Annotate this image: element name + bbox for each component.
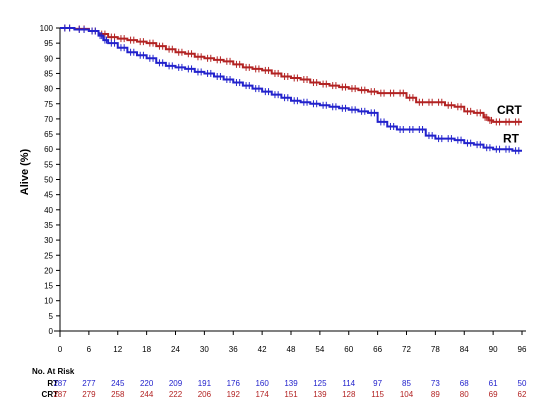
y-tick-label: 40 xyxy=(44,206,53,215)
y-tick-label: 10 xyxy=(44,297,53,306)
risk-value: 220 xyxy=(140,379,154,388)
x-tick-label: 96 xyxy=(518,345,527,354)
x-tick-label: 48 xyxy=(287,345,296,354)
y-tick-label: 75 xyxy=(44,100,53,109)
y-tick-label: 55 xyxy=(44,160,53,169)
risk-value: 115 xyxy=(371,390,384,399)
axes: 0510152025303540455055606570758085909510… xyxy=(40,24,527,354)
x-tick-label: 6 xyxy=(87,345,92,354)
x-tick-label: 24 xyxy=(171,345,180,354)
y-tick-label: 0 xyxy=(49,327,54,336)
y-tick-label: 30 xyxy=(44,236,53,245)
risk-value: 191 xyxy=(198,379,212,388)
y-tick-label: 5 xyxy=(49,312,54,321)
y-tick-label: 100 xyxy=(40,24,54,33)
risk-value: 206 xyxy=(198,390,212,399)
risk-value: 80 xyxy=(460,390,469,399)
x-tick-label: 0 xyxy=(58,345,63,354)
y-tick-label: 80 xyxy=(44,85,53,94)
risk-value: 68 xyxy=(460,379,469,388)
y-tick-label: 45 xyxy=(44,191,53,200)
series-labels: CRT RT xyxy=(497,103,522,146)
risk-value: 258 xyxy=(111,390,125,399)
curve-crt xyxy=(60,27,522,123)
y-tick-label: 60 xyxy=(44,145,53,154)
risk-value: 176 xyxy=(227,379,241,388)
y-tick-label: 90 xyxy=(44,54,53,63)
risk-value: 245 xyxy=(111,379,125,388)
risk-value: 174 xyxy=(255,390,269,399)
y-tick-label: 70 xyxy=(44,115,53,124)
risk-value: 139 xyxy=(313,390,327,399)
risk-value: 222 xyxy=(169,390,183,399)
x-tick-label: 18 xyxy=(142,345,151,354)
x-tick-label: 12 xyxy=(113,345,122,354)
y-tick-label: 65 xyxy=(44,130,53,139)
risk-value: 73 xyxy=(431,379,440,388)
risk-value: 114 xyxy=(342,379,355,388)
y-tick-label: 20 xyxy=(44,266,53,275)
risk-value: 279 xyxy=(82,390,96,399)
risk-value: 62 xyxy=(518,390,527,399)
censor-marks-crt xyxy=(64,24,520,126)
risk-table-title: No. At Risk xyxy=(32,367,75,376)
risk-value: 160 xyxy=(255,379,269,388)
survival-curves xyxy=(60,24,522,155)
risk-row-label-crt: CRT xyxy=(42,390,59,399)
risk-value: 244 xyxy=(140,390,154,399)
x-tick-label: 66 xyxy=(373,345,382,354)
y-tick-label: 95 xyxy=(44,39,53,48)
series-label-rt: RT xyxy=(503,132,520,146)
x-tick-label: 78 xyxy=(431,345,440,354)
x-tick-label: 84 xyxy=(460,345,469,354)
x-tick-label: 60 xyxy=(344,345,353,354)
risk-row-label-rt: RT xyxy=(47,379,58,388)
curve-rt xyxy=(60,27,522,152)
x-tick-label: 72 xyxy=(402,345,411,354)
risk-value: 287 xyxy=(53,390,67,399)
y-tick-label: 25 xyxy=(44,251,53,260)
y-tick-label: 35 xyxy=(44,221,53,230)
risk-value: 139 xyxy=(284,379,298,388)
y-axis-label: Alive (%) xyxy=(19,148,31,195)
x-tick-label: 36 xyxy=(229,345,238,354)
risk-value: 85 xyxy=(402,379,411,388)
risk-value: 61 xyxy=(489,379,498,388)
risk-value: 151 xyxy=(284,390,298,399)
risk-value: 69 xyxy=(489,390,498,399)
x-tick-label: 90 xyxy=(489,345,498,354)
y-tick-label: 85 xyxy=(44,69,53,78)
censor-marks-rt xyxy=(64,24,520,155)
risk-value: 125 xyxy=(313,379,327,388)
risk-value: 104 xyxy=(400,390,414,399)
y-tick-label: 50 xyxy=(44,176,53,185)
risk-value: 192 xyxy=(227,390,241,399)
x-tick-label: 30 xyxy=(200,345,209,354)
x-tick-label: 42 xyxy=(258,345,267,354)
risk-value: 209 xyxy=(169,379,183,388)
risk-value: 97 xyxy=(373,379,382,388)
risk-value: 89 xyxy=(431,390,440,399)
y-tick-label: 15 xyxy=(44,282,53,291)
x-tick-label: 54 xyxy=(315,345,324,354)
risk-value: 128 xyxy=(342,390,356,399)
risk-value: 277 xyxy=(82,379,96,388)
risk-value: 50 xyxy=(518,379,527,388)
series-label-crt: CRT xyxy=(497,103,522,117)
risk-value: 287 xyxy=(53,379,67,388)
